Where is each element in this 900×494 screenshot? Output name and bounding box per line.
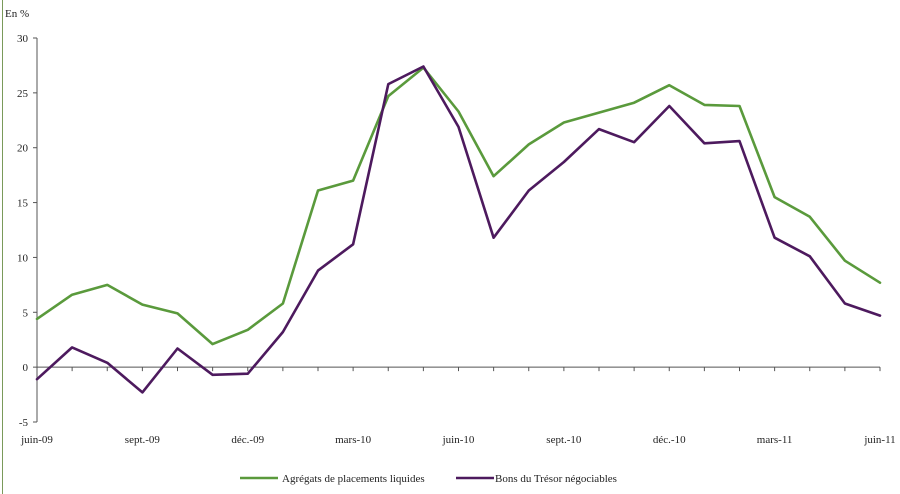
y-tick-label: 0 [23,362,29,374]
legend-label-1: Agrégats de placements liquides [282,473,425,485]
y-tick-label: 30 [17,33,29,45]
x-tick-label: mars-11 [757,434,793,446]
frame-border [2,0,3,494]
x-tick-label: juin-09 [20,434,53,446]
x-tick-label: sept.-09 [125,434,161,446]
x-tick-label: sept.-10 [546,434,582,446]
y-tick-label: 15 [17,198,29,210]
y-tick-label: 5 [23,307,29,319]
y-tick-label: 20 [17,143,29,155]
x-tick-label: mars-10 [335,434,372,446]
y-tick-label: -5 [19,417,29,429]
series-line-1 [35,66,882,346]
x-tick-label: juin-11 [863,434,895,446]
series-lines [35,65,882,394]
legend-label-2: Bons du Trésor négociables [495,473,617,485]
y-axis-unit-label: En % [5,8,29,20]
y-axis-ticks: -5 0 5 10 15 20 25 30 [17,33,37,429]
x-tick-label: déc.-10 [653,434,686,446]
series-line-2 [35,65,882,394]
y-tick-label: 25 [17,88,29,100]
x-tick-label: juin-10 [442,434,475,446]
y-tick-label: 10 [17,252,29,264]
legend: Agrégats de placements liquides Bons du T… [240,473,617,485]
x-axis-ticks: juin-09 sept.-09 déc.-09 mars-10 juin-10 sept… [20,367,896,446]
x-tick-label: déc.-09 [231,434,264,446]
